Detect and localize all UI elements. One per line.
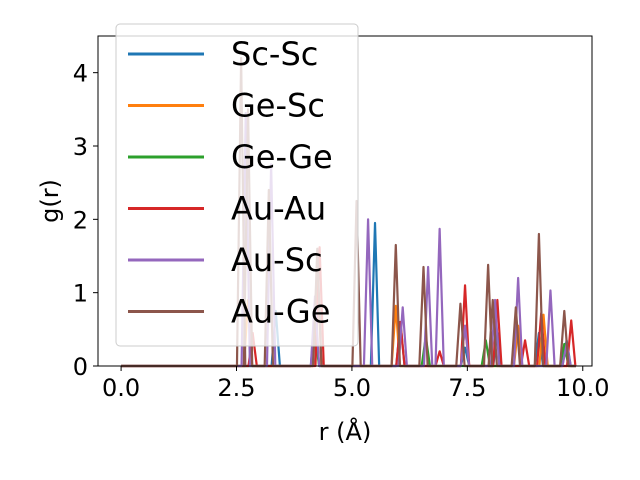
y-tick-label: 1 (73, 280, 88, 308)
y-tick-label: 4 (73, 60, 88, 88)
y-axis-label: g(r) (36, 179, 64, 223)
legend-label-sc-sc: Sc-Sc (231, 35, 318, 73)
x-tick-label: 0.0 (102, 374, 140, 402)
x-tick-label: 10.0 (556, 374, 609, 402)
legend-label-au-sc: Au-Sc (231, 241, 323, 279)
legend-label-au-au: Au-Au (231, 190, 326, 228)
y-tick-label: 0 (73, 353, 88, 381)
x-tick-label: 7.5 (448, 374, 486, 402)
legend-label-au-ge: Au-Ge (231, 293, 330, 331)
legend: Sc-Sc Ge-Sc Ge-Ge Au-Au Au-Sc Au-Ge (115, 23, 359, 347)
x-axis-label: r (Å) (319, 417, 372, 446)
x-tick-label: 2.5 (217, 374, 255, 402)
legend-label-ge-sc: Ge-Sc (231, 87, 325, 125)
y-tick-label: 2 (73, 206, 88, 234)
y-axis-ticks: 0 1 2 3 4 (73, 60, 98, 381)
x-tick-label: 5.0 (333, 374, 371, 402)
y-tick-label: 3 (73, 133, 88, 161)
x-axis-ticks: 0.0 2.5 5.0 7.5 10.0 (102, 366, 609, 402)
legend-label-ge-ge: Ge-Ge (231, 138, 333, 176)
